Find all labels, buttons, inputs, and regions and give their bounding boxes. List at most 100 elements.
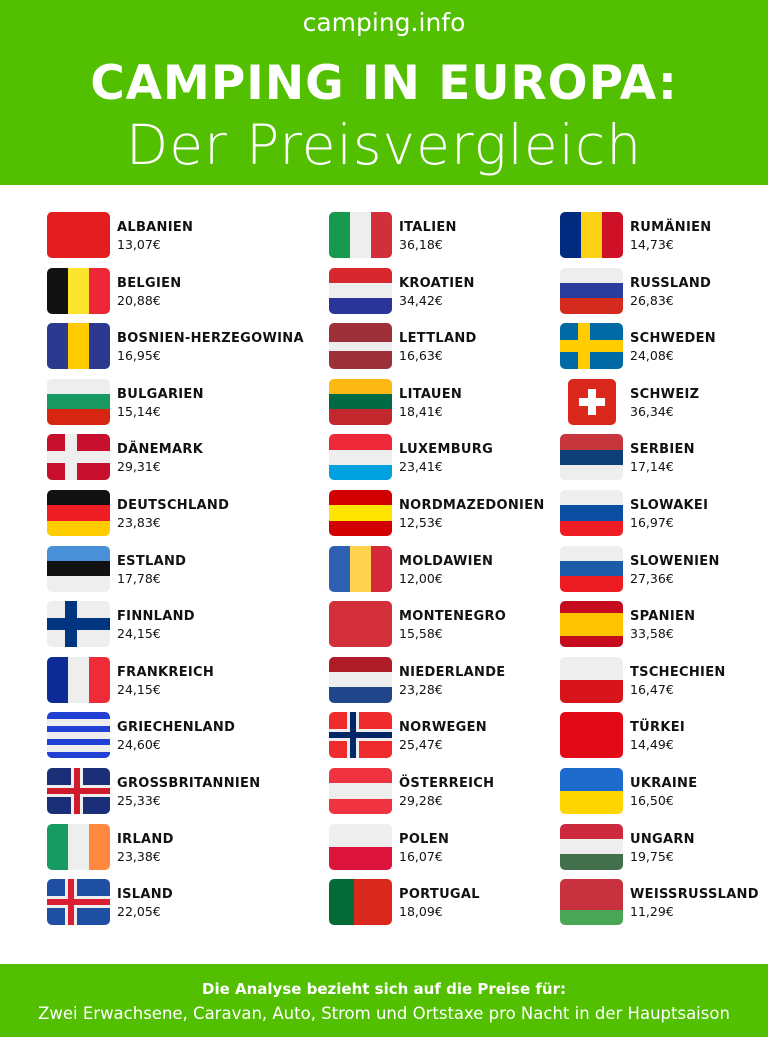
flag-icon — [47, 267, 110, 314]
country-name: ÖSTERREICH — [399, 776, 495, 791]
country-name: DEUTSCHLAND — [117, 498, 230, 513]
flag-icon — [329, 267, 392, 314]
country-name: NIEDERLANDE — [399, 664, 506, 680]
flag-icon — [47, 212, 110, 258]
footer-note-detail: Zwei Erwachsene, Caravan, Auto, Strom un… — [38, 1004, 730, 1023]
country-name: MOLDAWIEN — [399, 553, 494, 569]
country-price: 19,75€ — [630, 848, 674, 864]
flag-icon — [47, 323, 110, 370]
country-price: 27,36€ — [630, 570, 674, 586]
country-price: 17,78€ — [117, 570, 161, 586]
country-price: 23,41€ — [399, 459, 443, 475]
country-name: BELGIEN — [117, 275, 182, 291]
country-name: GROSSBRITANNIEN — [117, 776, 261, 791]
flag-icon — [560, 434, 623, 481]
country-name: NORDMAZEDONIEN — [399, 498, 545, 513]
flag-icon — [560, 712, 623, 759]
country-price: 29,28€ — [399, 793, 443, 808]
flag-icon — [560, 879, 623, 926]
flag-icon — [47, 823, 110, 870]
country-name: SERBIEN — [630, 442, 695, 458]
flag-icon — [47, 601, 110, 648]
flag-icon — [560, 768, 623, 814]
flag-icon — [329, 823, 392, 870]
flag-icon — [47, 434, 110, 481]
flag-icon — [560, 212, 623, 258]
country-name: SLOWENIEN — [630, 553, 720, 569]
country-name: UNGARN — [630, 831, 695, 847]
country-name: LETTLAND — [399, 331, 477, 347]
country-name: DÄNEMARK — [117, 442, 204, 458]
country-price: 17,14€ — [630, 459, 674, 475]
flag-icon — [560, 656, 623, 703]
country-price: 16,50€ — [630, 793, 674, 808]
country-name: TÜRKEI — [630, 720, 686, 736]
flag-icon — [560, 323, 623, 370]
flag-icon — [329, 323, 392, 370]
country-price: 15,58€ — [399, 626, 443, 642]
country-price: 11,29€ — [630, 904, 674, 920]
flag-icon — [47, 879, 110, 926]
country-price: 16,47€ — [630, 681, 674, 697]
country-price: 29,31€ — [117, 459, 161, 475]
country-price: 12,53€ — [399, 515, 443, 530]
country-name: LITAUEN — [399, 386, 463, 402]
country-price: 16,97€ — [630, 515, 674, 530]
flag-icon — [47, 490, 110, 536]
country-price: 36,34€ — [630, 403, 674, 419]
country-price: 24,08€ — [630, 348, 674, 364]
flag-icon — [47, 545, 110, 592]
country-name: SCHWEIZ — [630, 386, 700, 402]
country-name: MONTENEGRO — [399, 609, 507, 625]
flag-icon — [47, 656, 110, 703]
flag-icon — [329, 768, 392, 814]
country-price: 22,05€ — [117, 904, 161, 920]
brand-logo: camping.info — [302, 8, 466, 37]
flag-icon — [329, 712, 392, 759]
country-price: 25,33€ — [117, 793, 161, 808]
country-price: 26,83€ — [630, 292, 674, 308]
country-name: FRANKREICH — [117, 664, 215, 680]
country-name: SPANIEN — [630, 609, 696, 625]
country-name: PORTUGAL — [399, 887, 480, 903]
header: camping.info CAMPING IN EUROPA: Der Prei… — [0, 0, 768, 185]
footer-note-title: Die Analyse bezieht sich auf die Preise … — [202, 980, 566, 998]
country-price: 12,00€ — [399, 570, 443, 586]
country-name: SCHWEDEN — [630, 331, 716, 347]
country-name: GRIECHENLAND — [117, 720, 236, 736]
flag-icon — [47, 378, 110, 425]
flag-icon — [329, 212, 392, 258]
flag-icon — [560, 267, 623, 314]
country-name: WEISSRUSSLAND — [630, 887, 759, 903]
country-price: 14,49€ — [630, 737, 674, 753]
page-title: CAMPING IN EUROPA: — [90, 56, 678, 111]
country-price: 20,88€ — [117, 292, 161, 308]
country-price: 15,14€ — [117, 403, 161, 419]
country-name: KROATIEN — [399, 275, 475, 291]
country-price: 34,42€ — [399, 292, 443, 308]
country-name: IRLAND — [117, 831, 174, 847]
country-name: ISLAND — [117, 887, 174, 903]
flag-icon — [568, 378, 616, 425]
flag-icon — [329, 879, 392, 926]
country-name: BOSNIEN-HERZEGOWINA — [117, 331, 304, 347]
country-name: TSCHECHIEN — [630, 664, 726, 680]
flag-icon — [329, 434, 392, 481]
country-price: 16,07€ — [399, 848, 443, 864]
flag-icon — [47, 712, 110, 759]
flag-icon — [329, 601, 392, 648]
country-price: 36,18€ — [399, 237, 443, 252]
country-name: RUSSLAND — [630, 275, 712, 291]
flag-icon — [560, 823, 623, 870]
country-price: 13,07€ — [117, 237, 161, 252]
country-name: ESTLAND — [117, 553, 187, 569]
flag-icon — [329, 656, 392, 703]
country-name: SLOWAKEI — [630, 498, 709, 513]
page-subtitle: Der Preisvergleich — [125, 113, 643, 177]
country-name: POLEN — [399, 831, 450, 847]
country-name: FINNLAND — [117, 609, 195, 625]
country-price: 24,15€ — [117, 681, 161, 697]
country-price: 33,58€ — [630, 626, 674, 642]
country-price: 18,09€ — [399, 904, 443, 920]
country-price: 24,15€ — [117, 626, 161, 642]
